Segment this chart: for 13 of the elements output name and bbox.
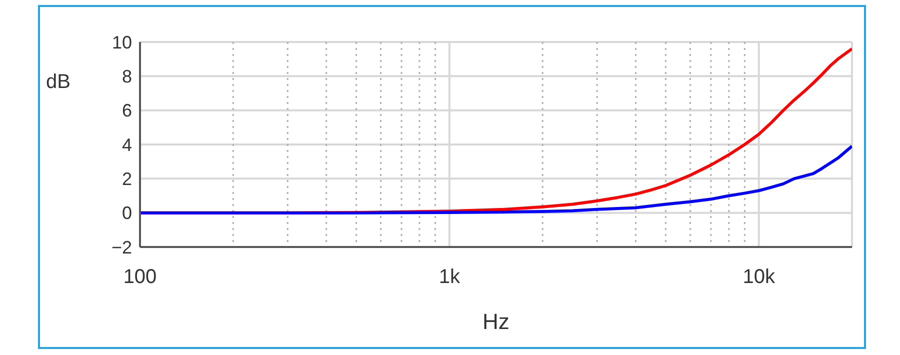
x-tick-label: 10k xyxy=(742,266,776,288)
y-tick-label: 10 xyxy=(112,32,132,52)
x-tick-label: 1k xyxy=(438,266,461,288)
y-tick-label: −2 xyxy=(111,237,132,258)
y-tick-label: 0 xyxy=(122,203,132,224)
frame: 100 1k 10k Hz −2 0 2 4 6 8 10 dB xyxy=(38,5,866,349)
y-tick-label: 6 xyxy=(122,100,132,121)
y-tick-label: 8 xyxy=(122,66,132,87)
y-axis-title: dB xyxy=(46,71,70,94)
x-axis-title: Hz xyxy=(482,309,510,334)
x-tick-label: 100 xyxy=(123,266,157,288)
y-tick-label: 2 xyxy=(122,169,132,190)
y-tick-label: 4 xyxy=(122,134,132,155)
